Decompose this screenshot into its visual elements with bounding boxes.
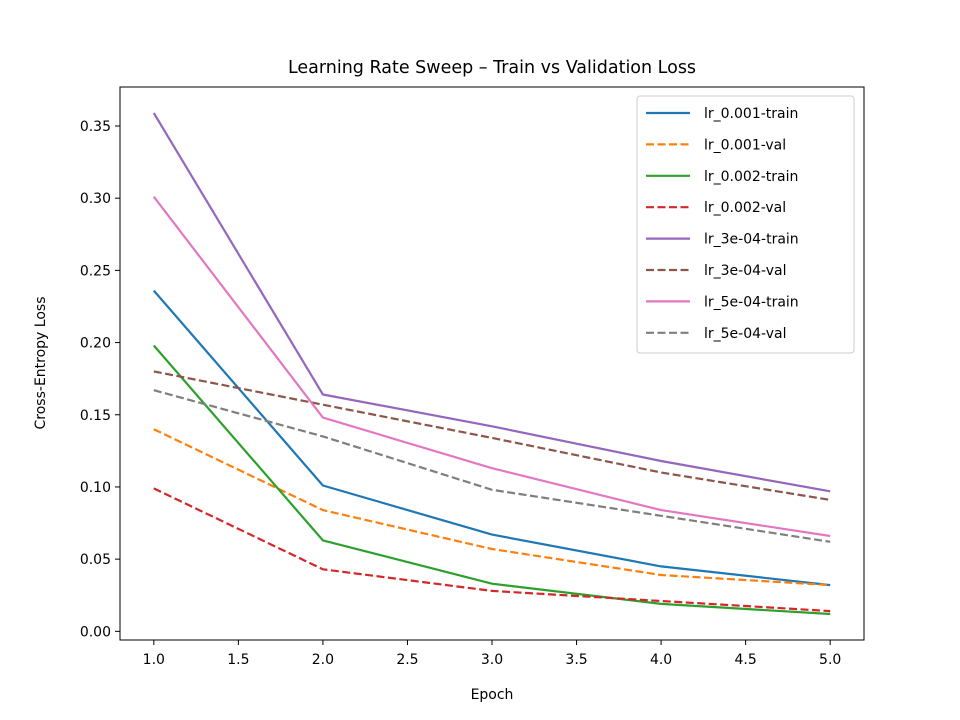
y-tick-label: 0.10 (80, 480, 111, 496)
x-tick-label: 2.0 (312, 652, 334, 668)
y-tick-label: 0.20 (80, 336, 111, 352)
series-line-2 (152, 344, 831, 616)
series-line-3 (153, 487, 831, 613)
legend-label: lr_0.002-train (704, 169, 798, 185)
x-tick-label: 4.5 (735, 652, 757, 668)
legend-box (636, 95, 855, 354)
legend-label: lr_3e-04-val (704, 263, 786, 279)
series-line-1 (153, 428, 831, 587)
x-tick-label: 3.5 (565, 652, 587, 668)
x-tick-label: 1.5 (227, 652, 249, 668)
y-axis: 0.00 0.05 0.10 0.15 0.20 0.25 0.30 0.35 (80, 119, 120, 640)
y-tick-label: 0.25 (80, 263, 111, 279)
legend-label: lr_5e-04-val (704, 326, 786, 342)
legend: lr_0.001-train lr_0.001-val lr_0.002-train… (636, 95, 855, 354)
y-tick-label: 0.00 (80, 624, 111, 640)
y-tick-label: 0.05 (80, 552, 111, 568)
plot-area (152, 112, 831, 616)
x-tick-label: 2.5 (396, 652, 418, 668)
x-axis-label: Epoch (471, 687, 514, 703)
axes-frame (119, 86, 865, 641)
x-axis: 1.0 1.5 2.0 2.5 3.0 3.5 4.0 4.5 5.0 (143, 640, 841, 668)
legend-label: lr_0.002-val (704, 200, 786, 216)
y-tick-label: 0.30 (80, 191, 111, 207)
y-tick-label: 0.35 (80, 119, 111, 135)
series-line-6 (152, 196, 831, 538)
y-axis-label: Cross-Entropy Loss (33, 297, 49, 430)
x-tick-label: 4.0 (650, 652, 672, 668)
y-tick-label: 0.15 (80, 408, 111, 424)
legend-label: lr_0.001-val (704, 137, 786, 153)
series-line-4 (152, 112, 831, 493)
chart-title: Learning Rate Sweep – Train vs Validatio… (288, 58, 696, 78)
x-tick-label: 5.0 (819, 652, 841, 668)
x-tick-label: 3.0 (481, 652, 503, 668)
legend-label: lr_5e-04-train (704, 294, 799, 310)
legend-label: lr_3e-04-train (704, 232, 799, 248)
series-line-7 (153, 389, 831, 543)
x-tick-label: 1.0 (143, 652, 165, 668)
legend-label: lr_0.001-train (704, 106, 798, 122)
